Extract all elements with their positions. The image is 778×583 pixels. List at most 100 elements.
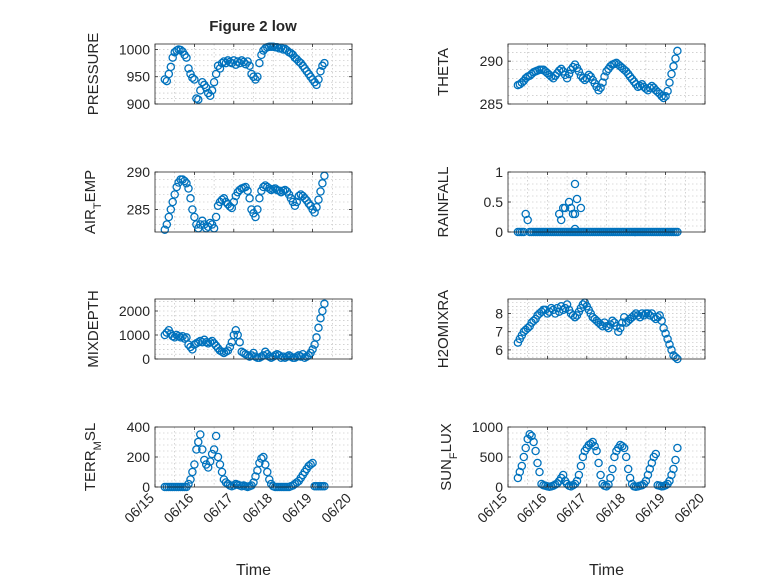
data-point [251,472,260,481]
data-point [578,300,588,309]
data-point [606,473,615,483]
data-point [198,337,207,347]
data-point [265,475,274,484]
y-tick-label: 0 [495,224,503,240]
data-point [243,186,252,196]
data-point [188,345,197,354]
data-point [625,72,635,81]
data-point [618,441,627,451]
data-point [600,72,609,81]
data-point [517,461,527,471]
data-point [255,194,264,203]
y-tick-label: 6 [495,342,503,358]
data-point [667,69,676,79]
data-point [259,182,268,192]
data-point [213,452,223,462]
data-point [164,212,174,222]
data-point [251,352,260,361]
data-point [231,325,241,335]
data-point [564,69,574,79]
data-point [160,225,170,234]
y-tick-label: 1000 [119,41,150,57]
data-point [556,64,566,74]
data-point [255,458,264,468]
data-point [170,333,179,342]
data-point [673,46,682,56]
data-point [186,475,195,484]
data-point [229,330,239,340]
data-point [570,224,580,234]
data-point [180,334,189,343]
data-point [665,78,674,87]
data-point [570,209,580,219]
data-point [184,64,193,73]
data-point [661,92,670,101]
data-point [618,318,627,327]
data-point [194,437,203,447]
subplot-mixdepth: 0 1000 2000 MIXDEPTH [85,290,353,368]
data-point [623,464,633,474]
data-point [194,95,203,104]
data-point [592,446,601,456]
data-point [558,470,568,480]
data-point [551,309,560,318]
x-tick-label: 06/17 [553,490,589,526]
x-tick-label: 06/20 [318,490,354,526]
subplot-sun-flux: 0 500 1000 06/15 06/16 06/17 06/18 06/19 06/20 Ti… [438,419,707,579]
data-point [671,352,680,362]
data-point [209,77,219,87]
data-point [245,61,254,71]
data-point [521,443,530,453]
data-point [655,311,664,320]
data-point [665,340,674,349]
figure-title: Figure 2 low [209,18,297,35]
data-point [198,445,207,454]
data-point [166,62,176,72]
data-point [308,345,317,354]
data-point [257,50,266,60]
subplot-h2omixra: 6 7 8 H2OMIXRA [435,290,706,368]
data-point [537,307,546,316]
data-point [594,458,603,468]
data-point [265,184,274,193]
data-point [560,203,570,213]
data-point [657,92,666,101]
data-point [570,312,580,322]
data-point [547,303,556,313]
series-markers [160,171,329,234]
series-markers [513,429,682,491]
data-point [643,309,653,318]
data-point [255,58,264,68]
data-point [170,190,179,199]
data-point [205,218,215,228]
axes-frame [154,43,353,105]
data-point [253,205,262,214]
data-point [310,208,319,217]
data-point [574,470,584,480]
data-point [543,309,552,318]
data-point [217,347,227,357]
data-point [596,470,605,480]
data-point [168,53,177,62]
data-point [205,91,215,101]
data-point [211,212,221,222]
data-point [568,311,578,320]
data-point [235,337,244,347]
axes-frame [154,298,353,360]
data-point [274,186,284,196]
data-point [568,62,578,72]
data-point [645,311,655,320]
data-point [320,482,329,491]
x-axis-label: Time [236,562,271,579]
data-point [188,73,197,83]
data-point [314,195,323,204]
subplot-rainfall: 0 0.5 1 RAINFALL [435,164,706,240]
data-point [219,57,229,66]
data-point [535,467,544,477]
y-axis-label: RAINFALL [435,167,452,238]
x-tick-label: 06/18 [592,490,628,526]
data-point [239,57,248,67]
x-axis-label: Time [589,562,624,579]
data-point [566,65,576,74]
data-point [190,212,199,222]
